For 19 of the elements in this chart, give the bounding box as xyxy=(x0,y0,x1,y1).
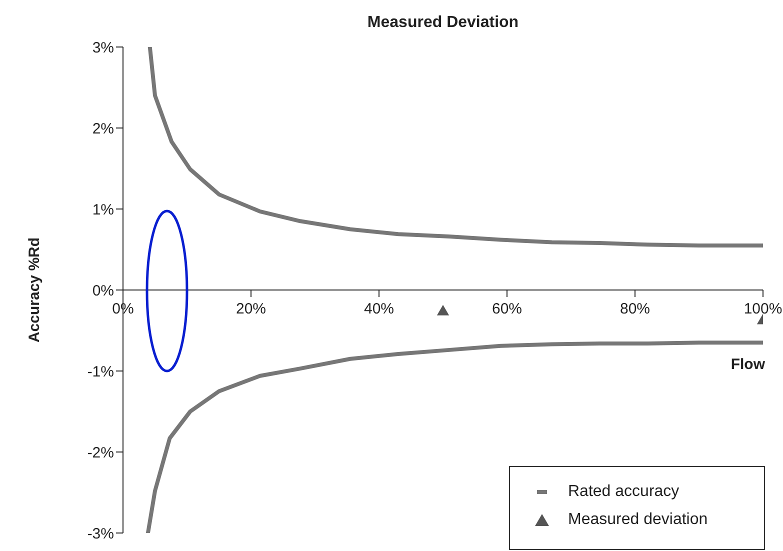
x-axis-title: Flow xyxy=(730,356,765,373)
y-tick-label: -3% xyxy=(87,525,114,542)
y-tick-label: 0% xyxy=(92,282,114,300)
y-tick-label: -1% xyxy=(87,363,114,380)
x-tick-label: 40% xyxy=(364,300,394,318)
y-tick-label: -2% xyxy=(87,444,114,462)
legend-label: Rated accuracy xyxy=(568,483,680,501)
y-tick-label: 3% xyxy=(92,39,114,56)
x-tick-label: 80% xyxy=(620,300,650,318)
chart-title: Measured Deviation xyxy=(366,14,520,32)
y-axis-title: Accuracy %Rd xyxy=(26,237,43,343)
line-series xyxy=(146,340,763,533)
x-tick-label: 100% xyxy=(744,300,782,318)
x-tick-label: 60% xyxy=(492,300,522,318)
legend-label: Measured deviation xyxy=(568,511,708,529)
line-series xyxy=(148,47,763,248)
x-tick-label: 20% xyxy=(236,300,266,318)
y-tick-label: 2% xyxy=(92,120,114,138)
y-tick-label: 1% xyxy=(92,201,114,218)
